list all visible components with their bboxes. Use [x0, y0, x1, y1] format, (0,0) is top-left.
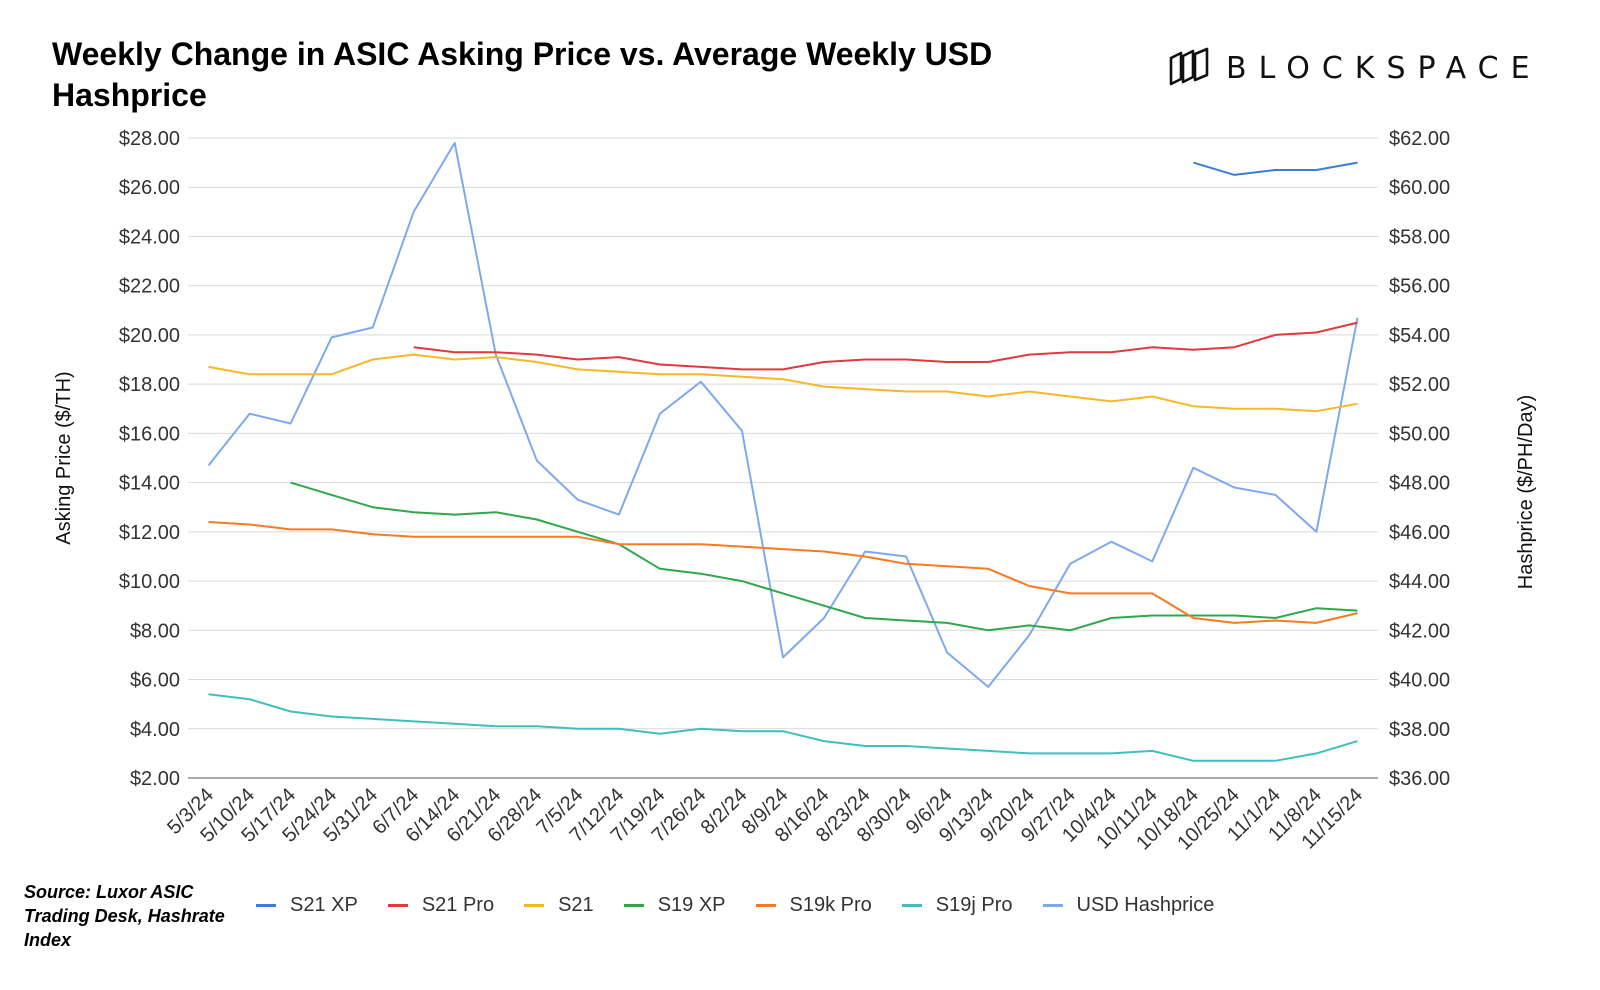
legend-item: S21 XP	[256, 894, 358, 917]
legend-item: S19 XP	[623, 894, 726, 917]
right-tick-label: $56.00	[1389, 276, 1450, 298]
right-tick-label: $62.00	[1389, 128, 1450, 150]
right-tick-label: $44.00	[1389, 571, 1450, 593]
right-tick-label: $38.00	[1389, 719, 1450, 741]
legend-item: S19j Pro	[901, 894, 1013, 917]
series-line-s21-pro	[413, 321, 1358, 371]
gridlines	[188, 137, 1378, 779]
right-axis-title: Hashprice ($/PH/Day)	[1515, 395, 1537, 590]
series-line-usd-hashprice	[207, 141, 1359, 688]
left-tick-label: $4.00	[130, 719, 180, 741]
legend-item: S21	[524, 894, 594, 917]
legend-swatch	[755, 904, 776, 907]
right-tick-label: $60.00	[1389, 177, 1450, 199]
legend-label: USD Hashprice	[1076, 894, 1215, 916]
right-tick-label: $52.00	[1389, 374, 1450, 396]
left-tick-label: $16.00	[119, 423, 180, 445]
legend-swatch	[901, 904, 922, 907]
left-axis-title: Asking Price ($/TH)	[53, 371, 75, 544]
series-line-s21	[208, 353, 1358, 413]
right-tick-label: $42.00	[1389, 620, 1450, 642]
series-line-s19-xp	[290, 481, 1358, 632]
series-line-s19k-pro	[208, 521, 1358, 624]
x-tick-label: 8/2/24	[697, 784, 752, 839]
left-tick-label: $18.00	[119, 374, 180, 396]
left-tick-label: $14.00	[119, 473, 180, 495]
legend-label: S21 XP	[290, 894, 358, 916]
legend-swatch	[524, 904, 545, 907]
series-lines	[207, 141, 1359, 762]
legend-label: S19 XP	[657, 894, 726, 916]
left-tick-label: $28.00	[119, 128, 180, 150]
legend-label: S19k Pro	[789, 894, 872, 916]
chart-title: Weekly Change in ASIC Asking Price vs. A…	[52, 36, 993, 113]
stacked-blocks-icon	[1169, 47, 1209, 86]
left-tick-label: $10.00	[119, 571, 180, 593]
legend-item: USD Hashprice	[1042, 894, 1215, 917]
x-axis-ticks: 5/3/245/10/245/17/245/24/245/31/246/7/24…	[163, 784, 1367, 855]
chart-legend: S21 XP S21 Pro S21 S19 XP S19k Pro S19j Pro US…	[256, 894, 1244, 917]
left-tick-label: $22.00	[119, 276, 180, 298]
legend-item: S19k Pro	[755, 894, 872, 917]
source-note: Source: Luxor ASIC Trading Desk, Hashrat…	[24, 882, 225, 950]
legend-label: S21 Pro	[421, 894, 495, 916]
series-line-s21-xp	[1193, 161, 1358, 176]
right-axis-ticks: $36.00 $38.00 $40.00 $42.00 $44.00 $46.00 $48.…	[1389, 128, 1450, 790]
left-tick-label: $8.00	[130, 620, 180, 642]
series-line-s19j-pro	[208, 693, 1358, 762]
blockspace-logo: BLOCKSPACE	[1168, 44, 1542, 92]
legend-swatch	[623, 904, 644, 907]
right-tick-label: $40.00	[1389, 670, 1450, 692]
right-tick-label: $46.00	[1389, 522, 1450, 544]
legend-swatch	[1042, 904, 1063, 907]
left-tick-label: $12.00	[119, 522, 180, 544]
left-tick-label: $6.00	[130, 670, 180, 692]
legend-swatch	[387, 904, 408, 907]
legend-swatch	[256, 904, 276, 907]
left-tick-label: $26.00	[119, 177, 180, 199]
left-axis-ticks: $2.00 $4.00 $6.00 $8.00 $10.00 $12.00 $14.00 $1…	[119, 128, 180, 790]
right-tick-label: $48.00	[1389, 473, 1450, 495]
logo-text: BLOCKSPACE	[1226, 50, 1542, 86]
right-tick-label: $54.00	[1389, 325, 1450, 347]
right-tick-label: $36.00	[1389, 768, 1450, 790]
right-tick-label: $58.00	[1389, 226, 1450, 248]
legend-label: S21	[558, 894, 594, 916]
legend-item: S21 Pro	[387, 894, 495, 917]
left-tick-label: $2.00	[130, 768, 180, 790]
right-tick-label: $50.00	[1389, 423, 1450, 445]
legend-label: S19j Pro	[935, 894, 1013, 916]
left-tick-label: $20.00	[119, 325, 180, 347]
left-tick-label: $24.00	[119, 226, 180, 248]
